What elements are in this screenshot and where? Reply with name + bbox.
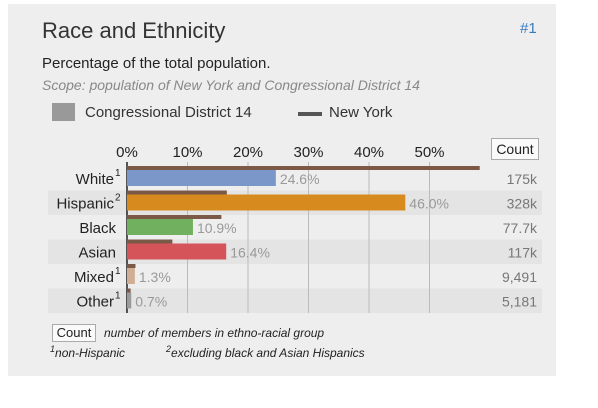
category-footnote-marker: 1 [115,168,121,179]
count-value: 175k [507,171,538,187]
legend-district-label: Congressional District 14 [85,104,252,121]
bar-district [127,219,193,235]
race-ethnicity-panel [8,4,556,376]
panel-subtitle: Percentage of the total population. [42,55,271,72]
legend-state-label: New York [329,104,393,121]
bar-district [127,292,132,309]
bar-value-label: 10.9% [197,220,237,236]
category-footnote-marker: 1 [115,266,121,277]
category-label: White [76,171,114,188]
footnote-1: 1non-Hispanic [50,344,125,360]
bar-new-york [127,288,131,293]
footnote-2: 2excluding black and Asian Hispanics [166,344,365,360]
bar-new-york [127,190,227,195]
bar-district [127,243,227,260]
bar-value-label: 46.0% [409,196,449,212]
bar-district [127,268,135,284]
footnote-2-text: excluding black and Asian Hispanics [171,346,365,360]
row-background [48,288,542,313]
category-footnote-marker: 1 [115,291,121,302]
row-background [48,239,542,264]
count-value: 328k [507,196,538,212]
bar-district [127,194,406,211]
count-value: 117k [508,245,538,261]
bar-district [127,170,276,186]
count-footnote-button[interactable]: Count [52,324,96,342]
category-label: Mixed [74,269,114,286]
bar-new-york [127,239,173,244]
bar-new-york [127,215,222,219]
bar-value-label: 0.7% [135,294,167,310]
legend-state-swatch [298,112,322,116]
x-tick-label: 50% [414,144,444,161]
scope-text: Scope: population of New York and Congre… [42,77,420,93]
footnote-2-marker: 2 [166,344,172,354]
count-description: number of members in ethno-racial group [104,326,325,340]
category-label: Hispanic [56,196,114,213]
bar-value-label: 1.3% [139,269,171,285]
legend-district-swatch [52,103,75,121]
category-footnote-marker: 2 [115,193,121,204]
count-value: 9,491 [502,269,537,285]
x-tick-label: 20% [233,144,263,161]
count-column-button[interactable]: Count [491,138,539,160]
category-label: Black [79,220,116,237]
count-value: 5,181 [502,294,537,310]
x-tick-label: 40% [354,144,384,161]
footnote-1-text: non-Hispanic [55,346,126,360]
x-tick-label: 30% [293,144,323,161]
rank-link[interactable]: #1 [520,20,537,37]
panel-title: Race and Ethnicity [42,18,226,43]
bar-value-label: 16.4% [230,245,270,261]
bar-value-label: 24.6% [280,171,320,187]
category-label: Other [76,294,114,311]
bar-new-york [127,264,136,268]
category-label: Asian [78,245,116,262]
footnote-1-marker: 1 [50,344,56,354]
x-tick-label: 0% [116,144,138,161]
x-tick-label: 10% [172,144,202,161]
bar-new-york [127,166,480,170]
count-value: 77.7k [503,220,538,236]
